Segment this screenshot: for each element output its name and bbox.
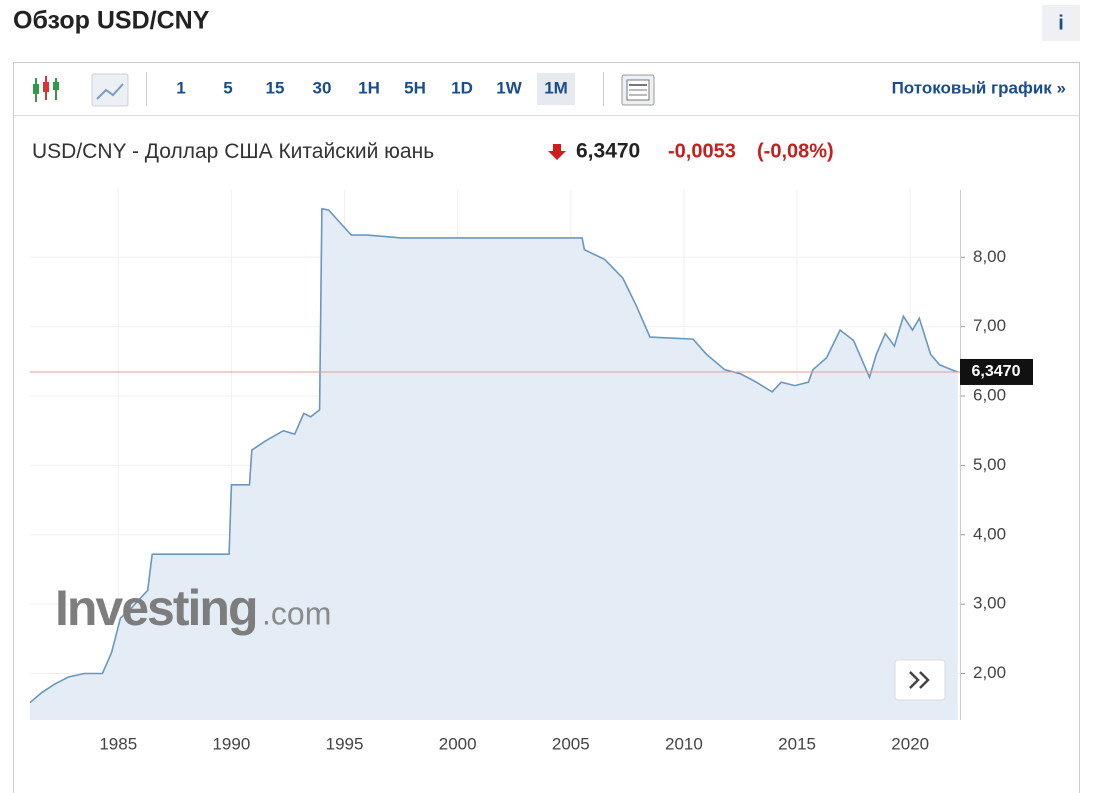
- x-tick-label: 2010: [665, 734, 703, 753]
- candle-icon[interactable]: [33, 76, 59, 102]
- watermark-suffix: .com: [262, 595, 331, 631]
- y-tick-label: 7,00: [973, 316, 1006, 335]
- active-interval-bg[interactable]: [537, 73, 575, 105]
- plot: 1985 1990 1995 2000 2005 2010 2015 2020 2,00 3,00…: [29, 190, 1033, 753]
- interval-button[interactable]: 1M: [544, 78, 568, 97]
- scroll-right-button[interactable]: [894, 659, 946, 701]
- x-tick-label: 1990: [212, 734, 250, 753]
- y-tick-label: 4,00: [973, 524, 1006, 543]
- x-tick-label: 2020: [891, 734, 929, 753]
- instrument-name: - Доллар США Китайский юань: [132, 140, 434, 163]
- line-chart-button[interactable]: [91, 73, 129, 107]
- quote-line: USD/CNY - Доллар США Китайский юань: [32, 140, 434, 163]
- table-button[interactable]: [621, 74, 655, 106]
- area: [30, 208, 958, 720]
- line-icon: [96, 83, 124, 100]
- pair: USD/CNY: [32, 140, 127, 163]
- x-tick-label: 1985: [99, 734, 137, 753]
- y-tick-label: 3,00: [973, 594, 1006, 613]
- panel: [13, 62, 1080, 793]
- change-pct: (-0,08%): [757, 140, 834, 162]
- y-tick-label: 6,00: [973, 386, 1006, 405]
- interval-button[interactable]: 1W: [496, 78, 522, 97]
- interval-button[interactable]: 15: [266, 78, 285, 97]
- y-tick-label: 8,00: [973, 247, 1006, 266]
- x-tick-label: 2005: [552, 734, 590, 753]
- stream-link[interactable]: Потоковый график »: [892, 78, 1066, 97]
- change: -0,0053: [668, 140, 736, 162]
- y-tick-label: 5,00: [973, 455, 1006, 474]
- interval-button[interactable]: 1: [176, 78, 185, 97]
- price-label-bg: [960, 358, 1033, 385]
- interval-button[interactable]: 5: [223, 78, 232, 97]
- info-button[interactable]: [1042, 5, 1080, 41]
- interval-button[interactable]: 5H: [404, 78, 426, 97]
- page-title: Обзор USD/CNY: [13, 7, 210, 35]
- watermark-brand: Investing: [55, 580, 256, 636]
- down-arrow: [548, 144, 566, 160]
- chevron: [909, 671, 920, 689]
- chevron: [919, 671, 930, 689]
- y-tick-label: 2,00: [973, 663, 1006, 682]
- interval-button[interactable]: 1H: [358, 78, 380, 97]
- interval-button[interactable]: 1D: [451, 78, 473, 97]
- info-icon[interactable]: i: [1058, 12, 1064, 34]
- x-tick-label: 2015: [778, 734, 816, 753]
- price-label: 6,3470: [972, 363, 1021, 380]
- x-tick-label: 2000: [439, 734, 477, 753]
- interval-button[interactable]: 30: [313, 78, 332, 97]
- line: [29, 207, 958, 704]
- last-price: 6,3470: [576, 140, 640, 163]
- x-tick-label: 1995: [326, 734, 364, 753]
